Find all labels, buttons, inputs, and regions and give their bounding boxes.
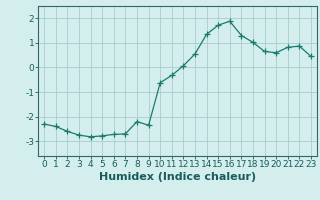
X-axis label: Humidex (Indice chaleur): Humidex (Indice chaleur) <box>99 172 256 182</box>
